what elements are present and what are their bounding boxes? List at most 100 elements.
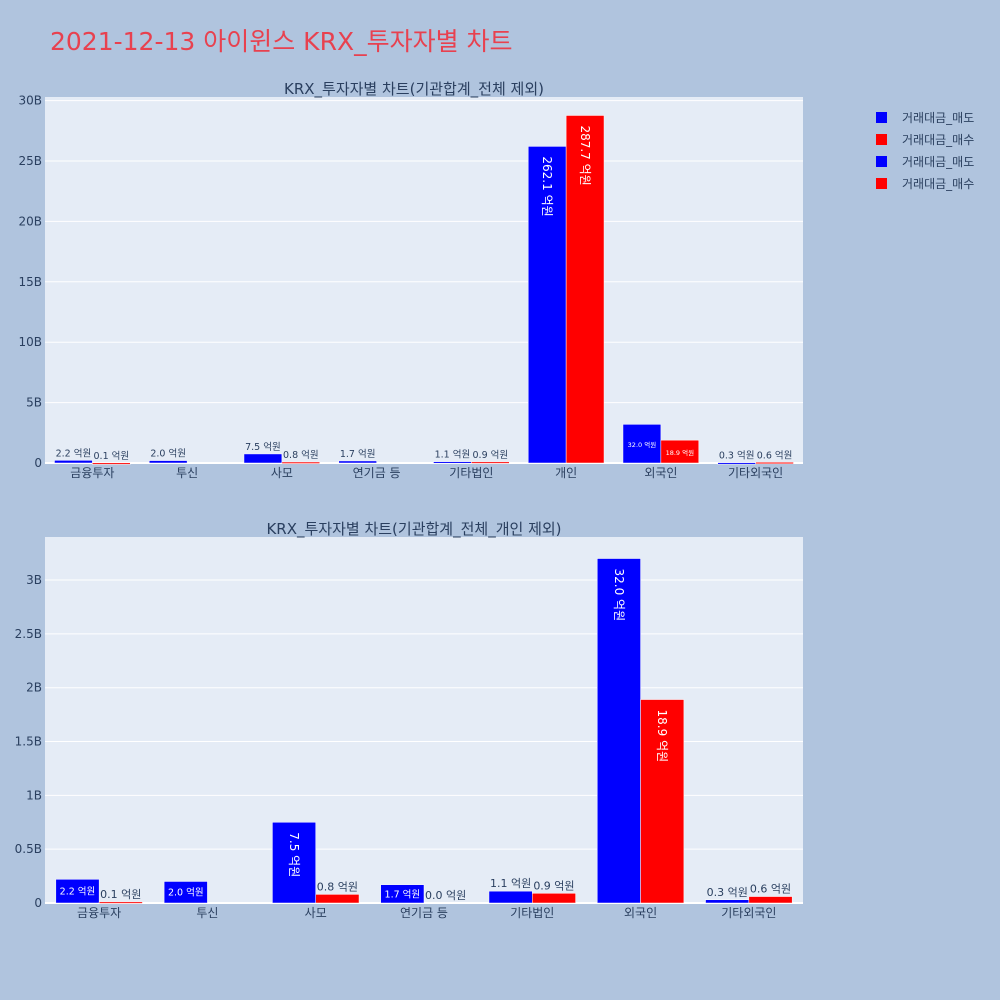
y-tick-label: 2B	[26, 681, 42, 695]
y-tick-label: 2.5B	[15, 627, 42, 641]
legend-label: 거래대금_매수	[902, 176, 975, 191]
x-tick-label: 연기금 등	[353, 466, 401, 480]
data-label: 32.0 억원	[612, 569, 626, 622]
legend-label: 거래대금_매도	[902, 110, 975, 125]
y-tick-label: 30B	[18, 94, 42, 108]
bar-buy	[748, 896, 793, 904]
bar-buy	[92, 462, 131, 465]
x-tick-label: 사모	[271, 466, 293, 480]
bar-sell	[622, 424, 662, 464]
data-label: 0.6 억원	[757, 449, 793, 461]
x-tick-label: 투신	[176, 466, 198, 480]
page-title: 2021-12-13 아이윈스 KRX_투자자별 차트	[50, 27, 513, 56]
x-tick-label: 연기금 등	[400, 906, 448, 920]
bar-sell	[488, 890, 533, 904]
bar-buy	[98, 901, 143, 904]
plot-area	[45, 537, 803, 903]
bar-sell	[717, 462, 756, 465]
data-label: 0.8 억원	[283, 449, 319, 461]
data-label: 2.0 억원	[168, 887, 204, 899]
legend-swatch-buy	[876, 177, 887, 189]
bar-buy	[640, 699, 685, 904]
bar-buy	[660, 439, 700, 464]
data-label: 0.1 억원	[100, 888, 141, 901]
data-label: 1.7 억원	[385, 888, 421, 900]
legend-swatch-sell	[876, 111, 887, 123]
x-tick-label: 투신	[196, 906, 218, 920]
data-label: 2.2 억원	[56, 447, 92, 459]
bar-sell	[527, 146, 567, 464]
data-label: 262.1 억원	[540, 156, 554, 216]
data-label: 0.6 억원	[750, 883, 791, 896]
data-label: 18.9 억원	[655, 710, 669, 763]
y-tick-label: 10B	[18, 335, 42, 349]
x-tick-label: 외국인	[644, 466, 677, 480]
legend: 거래대금_매도 거래대금_매수 거래대금_매도 거래대금_매수	[876, 106, 974, 194]
bar-buy	[565, 115, 605, 464]
x-tick-label: 금융투자	[70, 466, 114, 480]
bar-buy	[532, 893, 576, 904]
bar-sell	[54, 460, 93, 464]
bar-buy	[281, 461, 321, 464]
data-label: 32.0 억원	[628, 440, 657, 449]
x-tick-label: 기타법인	[510, 906, 554, 920]
y-tick-label: 1.5B	[15, 735, 42, 749]
y-tick-label: 25B	[18, 154, 42, 168]
legend-label: 거래대금_매수	[902, 132, 975, 147]
data-label: 2.2 억원	[60, 886, 96, 898]
legend-item[interactable]: 거래대금_매수	[876, 172, 974, 194]
data-label: 1.7 억원	[340, 448, 376, 460]
y-tick-label: 20B	[18, 214, 42, 228]
legend-label: 거래대금_매도	[902, 154, 975, 169]
data-label: 0.3 억원	[719, 450, 755, 462]
plot-area	[45, 97, 803, 463]
y-tick-label: 0	[34, 456, 42, 470]
bar-sell	[338, 460, 377, 464]
data-label: 2.0 억원	[150, 448, 186, 460]
bar-sell	[272, 822, 316, 904]
bar-sell	[148, 460, 188, 464]
bar-sell	[163, 881, 208, 904]
x-tick-label: 개인	[555, 466, 577, 480]
y-tick-label: 3B	[26, 573, 42, 587]
y-tick-label: 0.5B	[15, 842, 42, 856]
data-label: 18.9 억원	[666, 448, 695, 457]
bar-sell	[597, 558, 641, 904]
data-label: 7.5 억원	[287, 832, 301, 877]
bar-sell	[433, 461, 472, 464]
bar-buy	[315, 894, 360, 904]
data-label: 287.7 억원	[578, 125, 592, 185]
legend-item[interactable]: 거래대금_매도	[876, 150, 974, 172]
y-tick-label: 1B	[26, 788, 42, 802]
bar-buy	[755, 462, 794, 465]
x-tick-label: 기타외국인	[721, 906, 776, 920]
legend-swatch-buy	[876, 133, 887, 145]
legend-item[interactable]: 거래대금_매도	[876, 106, 974, 128]
x-tick-label: 기타법인	[449, 466, 493, 480]
x-tick-label: 외국인	[624, 906, 657, 920]
y-tick-label: 0	[34, 896, 42, 910]
x-tick-label: 기타외국인	[728, 466, 783, 480]
y-tick-label: 5B	[26, 396, 42, 410]
bar-sell	[705, 899, 750, 904]
bar-sell	[243, 453, 283, 464]
chart-title: KRX_투자자별 차트(기관합계_전체 제외)	[284, 80, 544, 99]
y-tick-label: 15B	[18, 275, 42, 289]
data-label: 1.1 억원	[490, 877, 531, 890]
data-label: 0.0 억원	[425, 889, 466, 902]
data-label: 0.9 억원	[473, 449, 509, 461]
chart-title: KRX_투자자별 차트(기관합계_전체_개인 제외)	[266, 520, 561, 539]
data-label: 0.9 억원	[533, 879, 574, 892]
data-label: 1.1 억원	[435, 449, 471, 461]
legend-item[interactable]: 거래대금_매수	[876, 128, 974, 150]
bar-sell	[380, 884, 425, 904]
x-tick-label: 금융투자	[77, 906, 121, 920]
data-label: 7.5 억원	[245, 441, 281, 453]
bar-sell	[55, 879, 100, 904]
data-label: 0.1 억원	[94, 450, 130, 462]
x-tick-label: 사모	[305, 906, 327, 920]
legend-swatch-sell	[876, 155, 887, 167]
data-label: 0.3 억원	[707, 886, 748, 899]
bar-buy	[471, 461, 510, 464]
